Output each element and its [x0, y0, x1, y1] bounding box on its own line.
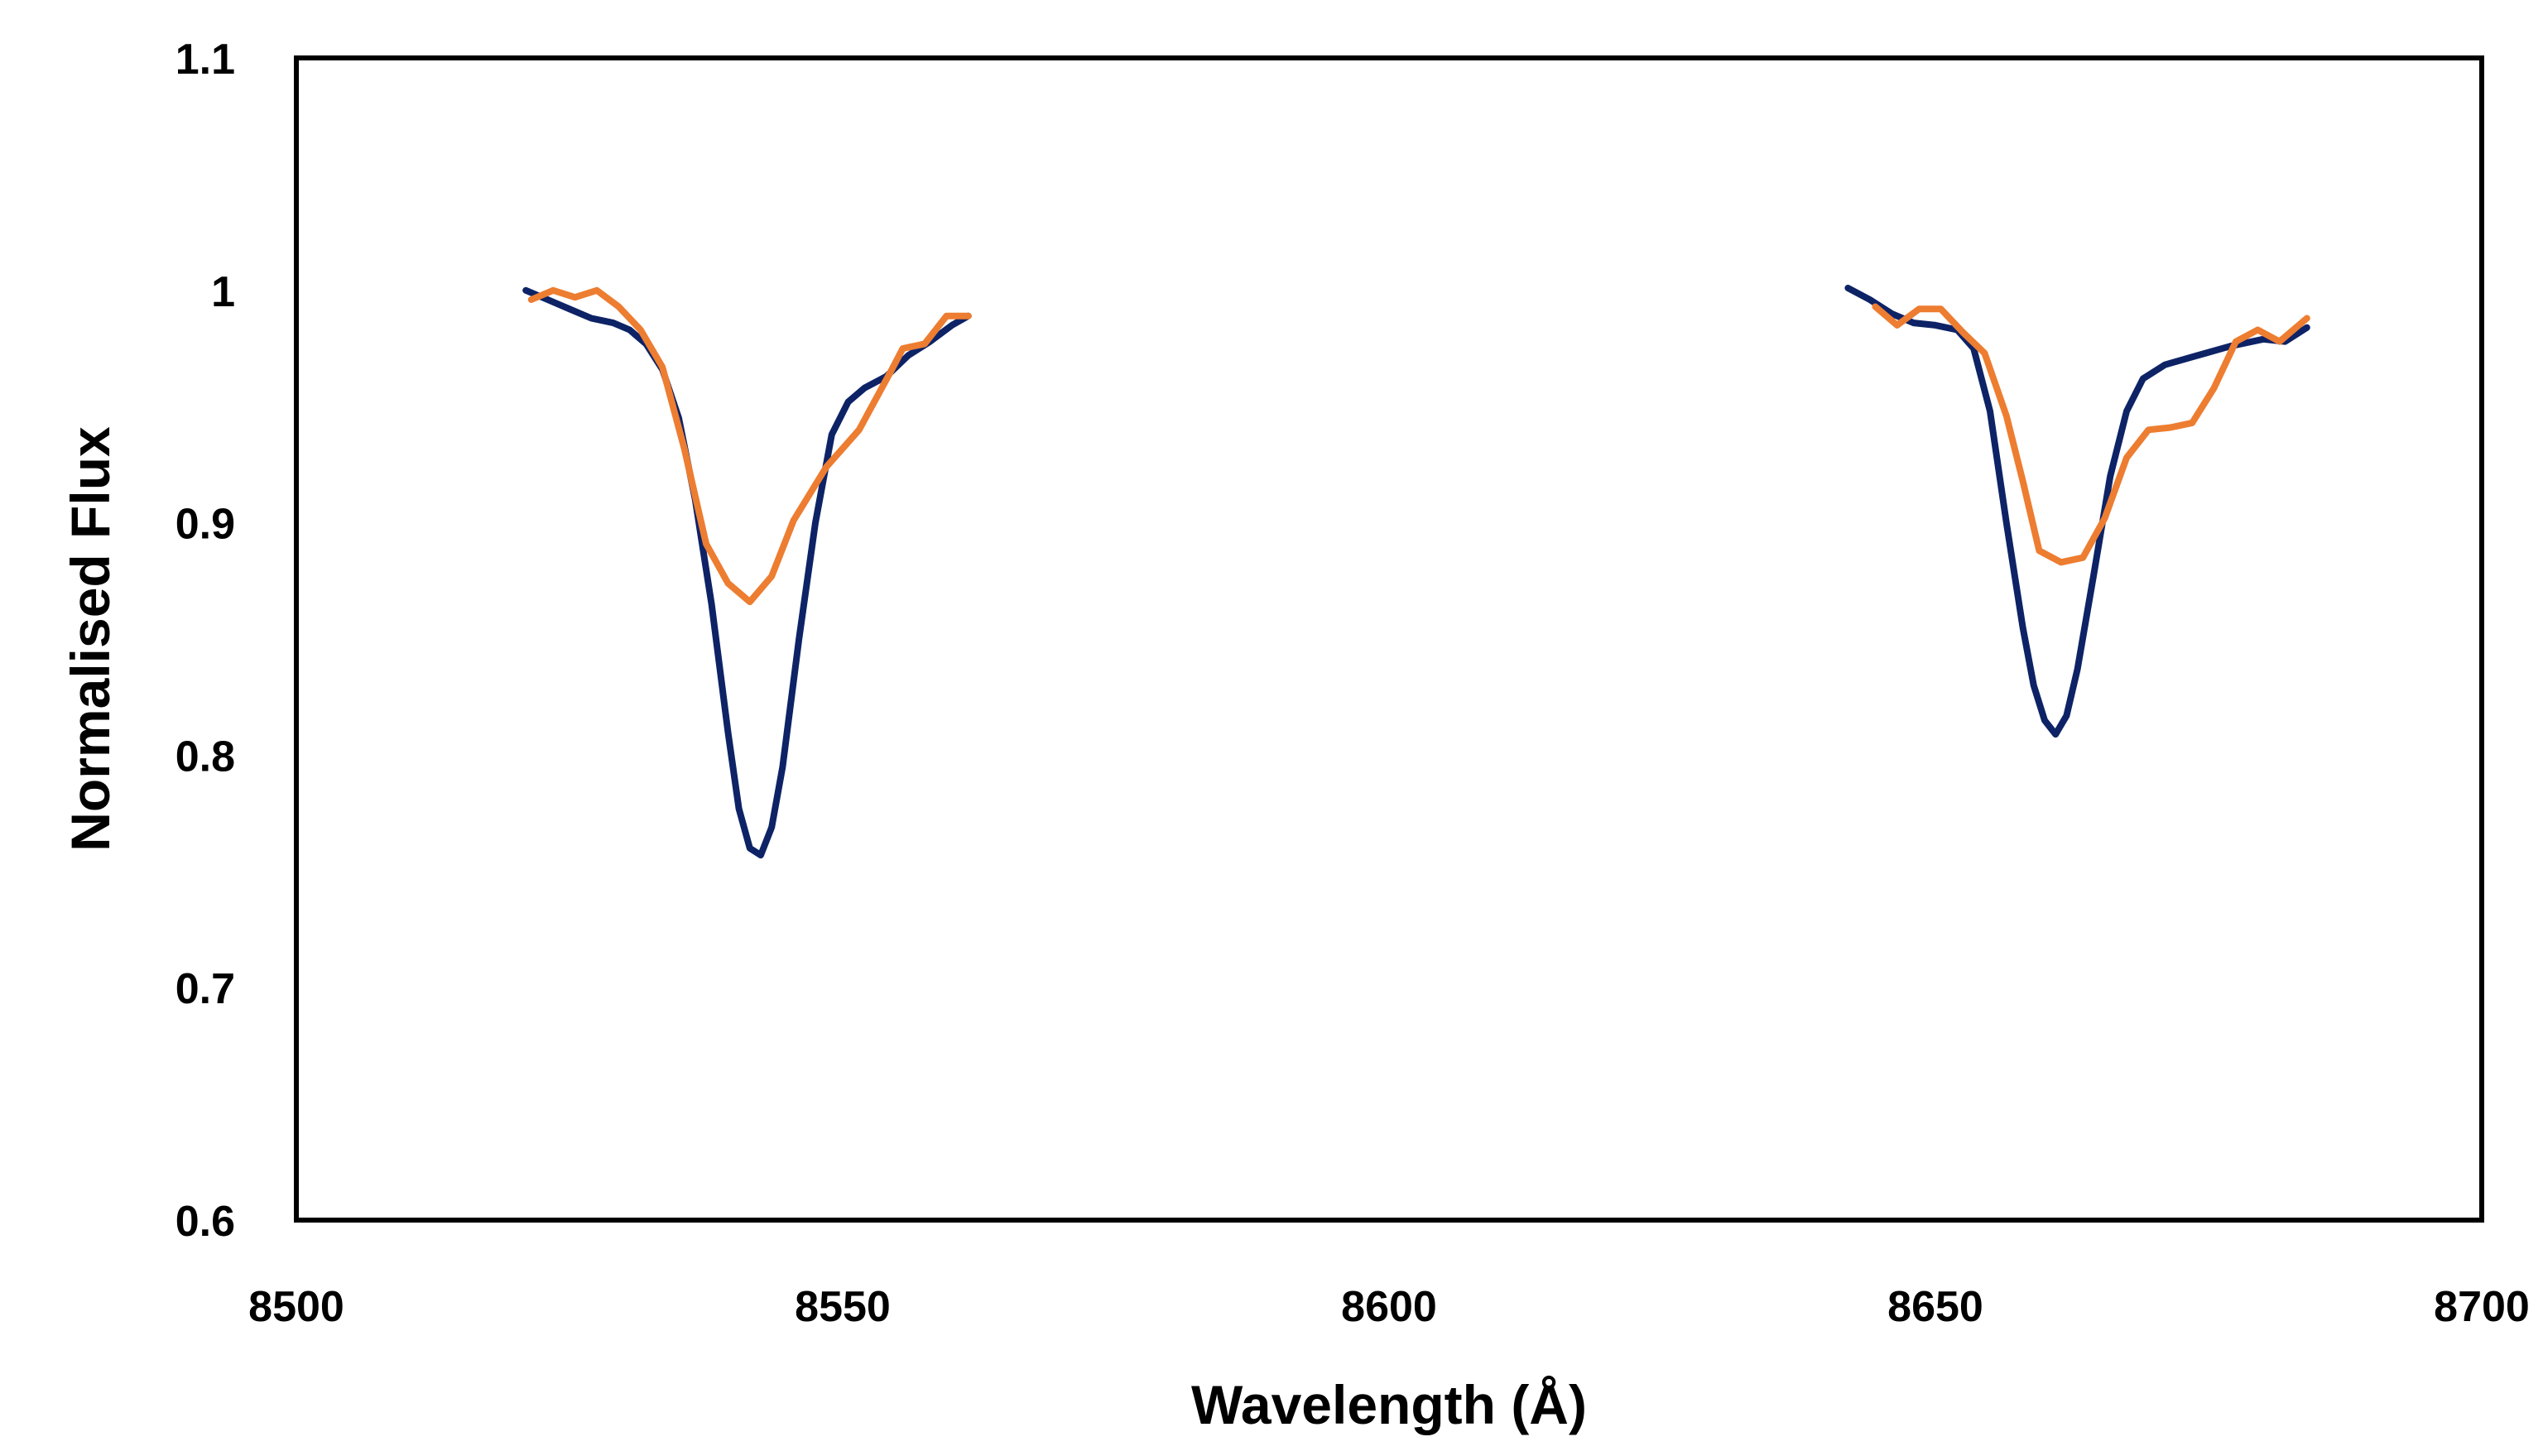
y-tick-label: 1.1 [175, 36, 235, 84]
x-tick-label: 8700 [2434, 1283, 2530, 1331]
x-tick-label: 8600 [1341, 1283, 1437, 1331]
y-tick-label: 0.8 [175, 733, 235, 781]
y-tick-label: 0.6 [175, 1198, 235, 1246]
series-layer [522, 285, 2310, 859]
x-axis-title: Wavelength (Å) [1191, 1374, 1587, 1435]
y-tick-label: 1 [211, 268, 235, 316]
series-2-line-segment-1 [527, 286, 972, 606]
plot-area-border [294, 55, 2484, 1223]
series-2-line-segment-2 [1872, 303, 2310, 566]
series-1-line-segment-2 [1844, 285, 2310, 738]
series-1-line-segment-1 [522, 286, 972, 859]
tick-labels: 8500 8550 8600 8650 8700 1.1 1 0.9 0.8 0.7 0.6 [175, 36, 2530, 1331]
x-tick-label: 8500 [248, 1283, 344, 1331]
x-tick-label: 8650 [1887, 1283, 1983, 1331]
y-tick-label: 0.9 [175, 501, 235, 549]
y-axis-title: Normalised Flux [60, 426, 121, 852]
x-tick-label: 8550 [795, 1283, 891, 1331]
y-tick-label: 0.7 [175, 965, 235, 1013]
